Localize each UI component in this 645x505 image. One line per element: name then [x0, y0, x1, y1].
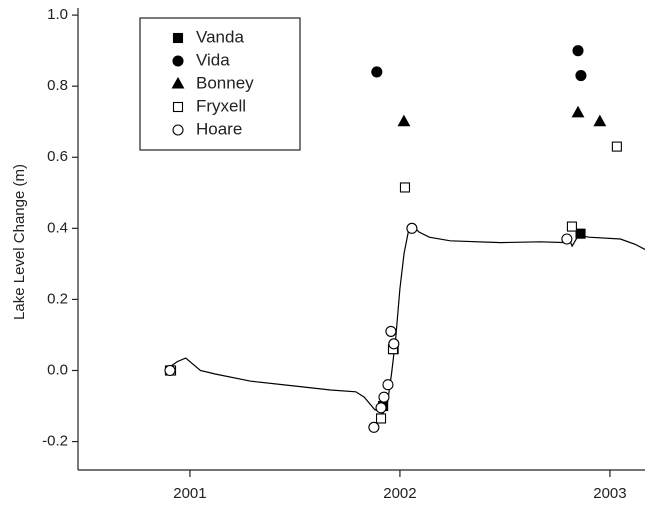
marker	[382, 379, 394, 391]
y-tick-label: 0.4	[47, 219, 68, 236]
marker	[172, 32, 184, 44]
x-tick-label: 2001	[173, 485, 206, 502]
marker	[368, 421, 380, 433]
y-tick-label: -0.2	[42, 433, 68, 450]
marker	[397, 114, 411, 127]
marker	[566, 221, 577, 232]
y-tick-label: 0.0	[47, 361, 68, 378]
legend-label: Vida	[196, 50, 230, 69]
marker	[399, 182, 411, 193]
marker	[375, 402, 387, 414]
marker	[611, 141, 622, 152]
legend-label: Fryxell	[196, 96, 246, 115]
legend-label: Bonney	[196, 73, 254, 92]
y-axis-label: Lake Level Change (m)	[11, 164, 28, 320]
marker	[561, 233, 573, 245]
legend-box	[139, 17, 301, 151]
y-tick-label: 0.2	[47, 290, 68, 307]
y-tick-label: 0.8	[47, 77, 68, 94]
level-trace	[164, 223, 645, 414]
marker	[575, 69, 587, 82]
marker	[371, 66, 383, 78]
x-tick-label: 2003	[593, 485, 626, 502]
y-tick-label: 0.6	[47, 148, 68, 165]
marker	[388, 338, 400, 350]
marker	[171, 76, 185, 89]
marker	[375, 413, 387, 424]
marker	[593, 114, 607, 127]
marker	[172, 55, 184, 67]
x-tick-label: 2002	[383, 485, 416, 502]
marker	[172, 124, 184, 136]
marker	[172, 101, 184, 113]
marker	[385, 325, 397, 337]
y-tick-label: 1.0	[47, 6, 68, 23]
marker	[164, 364, 176, 377]
marker	[571, 105, 585, 118]
marker	[575, 228, 586, 239]
legend-label: Hoare	[196, 119, 242, 138]
marker	[378, 391, 390, 403]
marker	[572, 45, 584, 57]
marker	[406, 222, 418, 234]
legend-label: Vanda	[196, 27, 244, 46]
